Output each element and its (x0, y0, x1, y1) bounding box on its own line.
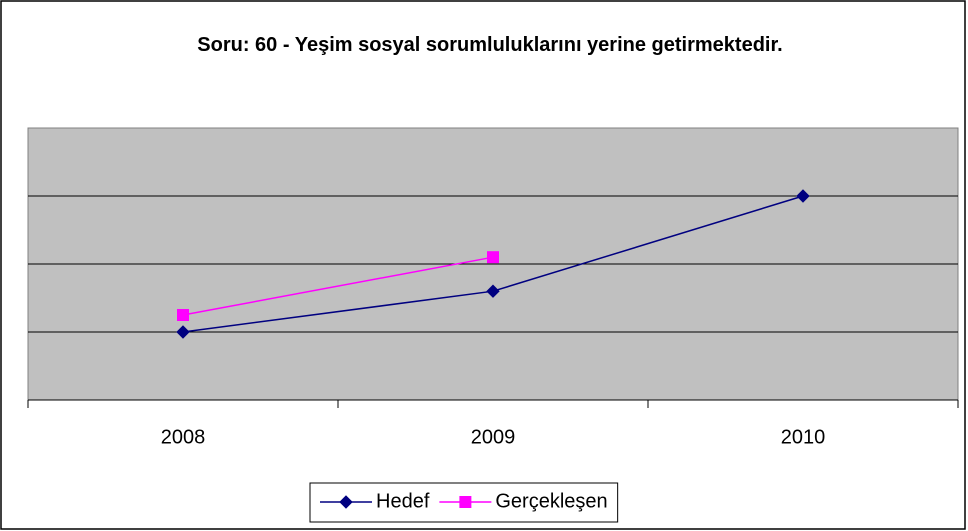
x-tick-label: 2008 (161, 426, 206, 448)
marker (486, 284, 500, 298)
marker (176, 325, 190, 339)
legend-label: Hedef (376, 490, 430, 512)
marker (796, 189, 810, 203)
marker (177, 309, 189, 321)
chart-title: Soru: 60 - Yeşim sosyal sorumluluklarını… (197, 34, 783, 56)
marker (487, 251, 499, 264)
x-tick-label: 2009 (471, 426, 516, 448)
legend-label: Gerçekleşen (495, 490, 607, 512)
marker (339, 495, 353, 509)
marker (459, 496, 472, 508)
legend: Hedef Gerçekleşen (309, 482, 619, 523)
series-line (182, 256, 494, 316)
x-tick-label: 2010 (781, 426, 826, 448)
